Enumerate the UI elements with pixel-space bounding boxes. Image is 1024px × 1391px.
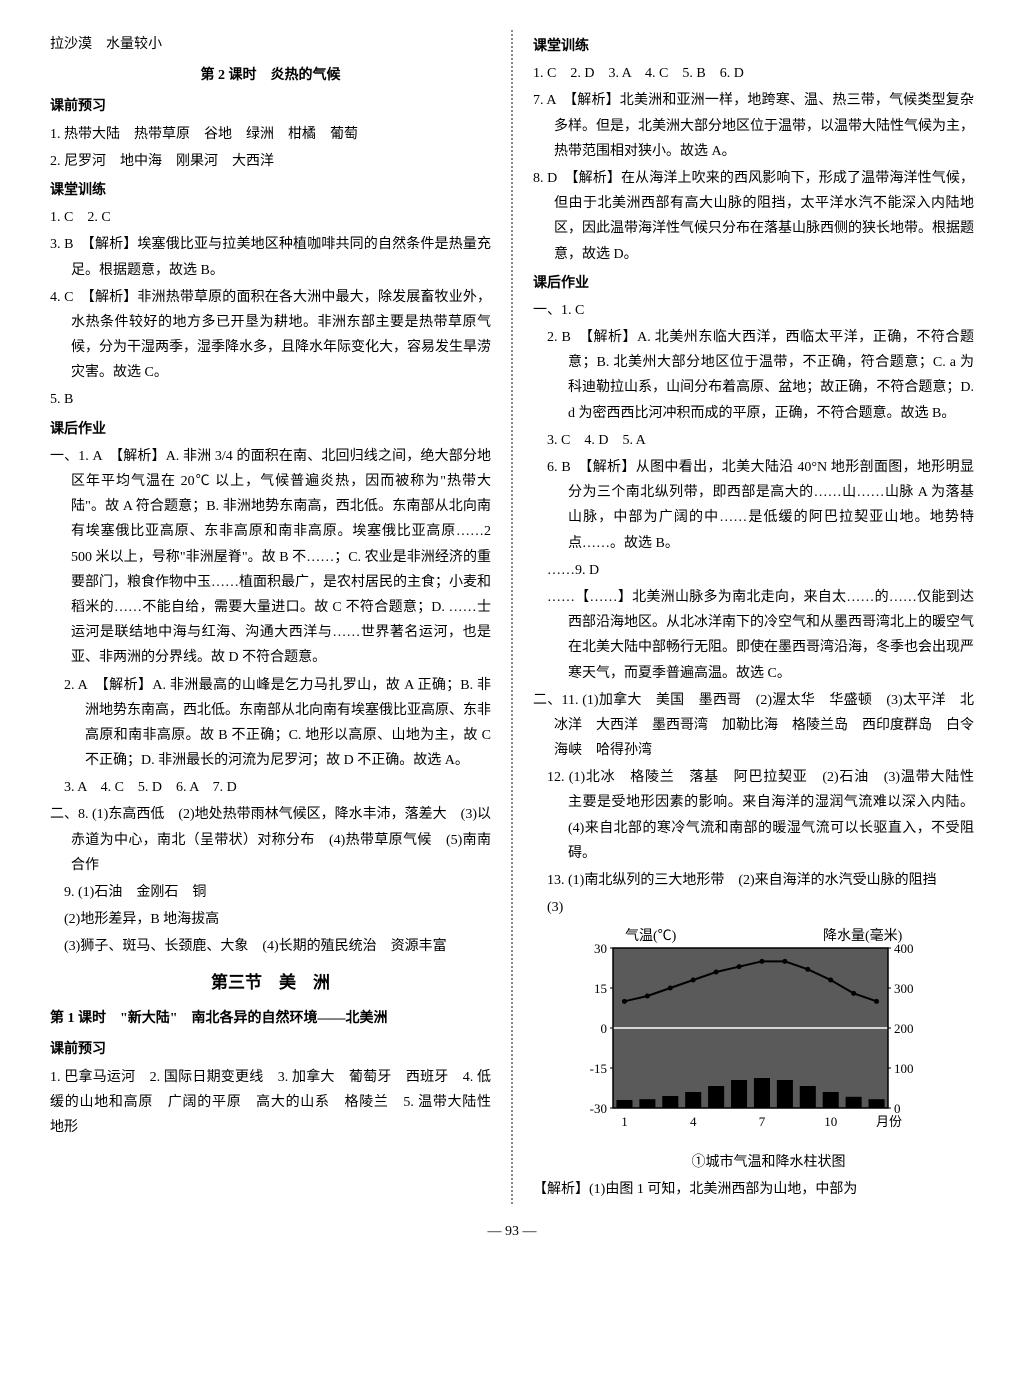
text-line: 拉沙漠 水量较小 bbox=[50, 32, 491, 57]
text-line: 二、8. (1)东高西低 (2)地处热带雨林气候区，降水丰沛，落差大 (3)以赤… bbox=[50, 802, 491, 878]
svg-text:4: 4 bbox=[690, 1114, 697, 1129]
text-line: 1. C 2. D 3. A 4. C 5. B 6. D bbox=[533, 61, 974, 86]
left-column: 拉沙漠 水量较小 第 2 课时 炎热的气候 课前预习 1. 热带大陆 热带草原 … bbox=[50, 30, 491, 1204]
text-line: (2)地形差异，B 地海拔高 bbox=[50, 907, 491, 932]
svg-text:300: 300 bbox=[894, 981, 914, 996]
text-line: (3)狮子、斑马、长颈鹿、大象 (4)长期的殖民统治 资源丰富 bbox=[50, 934, 491, 959]
svg-text:-30: -30 bbox=[590, 1101, 607, 1116]
svg-text:1: 1 bbox=[621, 1114, 628, 1129]
text-line: 2. B 【解析】A. 北美州东临大西洋，西临太平洋，正确，不符合题意；B. 北… bbox=[533, 325, 974, 426]
svg-text:200: 200 bbox=[894, 1021, 914, 1036]
text-line: 12. (1)北冰 格陵兰 落基 阿巴拉契亚 (2)石油 (3)温带大陆性 主要… bbox=[533, 765, 974, 866]
climate-chart: 30150-15-304003002001000气温(℃)降水量(毫米)1471… bbox=[533, 926, 974, 1174]
section-heading: 课后作业 bbox=[533, 271, 974, 296]
text-line: 二、11. (1)加拿大 美国 墨西哥 (2)渥太华 华盛顿 (3)太平洋 北冰… bbox=[533, 688, 974, 764]
text-line: 8. D 【解析】在从海洋上吹来的西风影响下，形成了温带海洋性气候，但由于北美洲… bbox=[533, 166, 974, 267]
text-line: ……【……】北美洲山脉多为南北走向，来自太……的……仅能到达西部沿海地区。从北冰… bbox=[533, 585, 974, 686]
page-number: — 93 — bbox=[50, 1219, 974, 1244]
text-line: 1. C 2. C bbox=[50, 205, 491, 230]
text-line: 3. B 【解析】埃塞俄比亚与拉美地区种植咖啡共同的自然条件是热量充足。根据题意… bbox=[50, 232, 491, 282]
text-line: 1. 巴拿马运河 2. 国际日期变更线 3. 加拿大 葡萄牙 西班牙 4. 低缓… bbox=[50, 1065, 491, 1141]
two-column-layout: 拉沙漠 水量较小 第 2 课时 炎热的气候 课前预习 1. 热带大陆 热带草原 … bbox=[50, 30, 974, 1204]
text-line: (3) bbox=[533, 895, 974, 920]
text-line: 1. 热带大陆 热带草原 谷地 绿洲 柑橘 葡萄 bbox=[50, 122, 491, 147]
svg-text:0: 0 bbox=[601, 1021, 608, 1036]
svg-text:-15: -15 bbox=[590, 1061, 607, 1076]
text-line: 9. (1)石油 金刚石 铜 bbox=[50, 880, 491, 905]
text-line: 7. A 【解析】北美洲和亚洲一样，地跨寒、温、热三带，气候类型复杂多样。但是，… bbox=[533, 88, 974, 164]
right-column: 课堂训练 1. C 2. D 3. A 4. C 5. B 6. D 7. A … bbox=[533, 30, 974, 1204]
svg-text:7: 7 bbox=[759, 1114, 766, 1129]
section-heading: 课堂训练 bbox=[533, 34, 974, 59]
text-line: 2. A 【解析】A. 非洲最高的山峰是乞力马扎罗山，故 A 正确；B. 非洲地… bbox=[50, 673, 491, 774]
section-heading: 课后作业 bbox=[50, 417, 491, 442]
text-line: 13. (1)南北纵列的三大地形带 (2)来自海洋的水汽受山脉的阻挡 bbox=[533, 868, 974, 893]
section-heading: 课前预习 bbox=[50, 1037, 491, 1062]
climate-chart-svg: 30150-15-304003002001000气温(℃)降水量(毫米)1471… bbox=[563, 926, 943, 1136]
text-line: 2. 尼罗河 地中海 刚果河 大西洋 bbox=[50, 149, 491, 174]
svg-text:降水量(毫米): 降水量(毫米) bbox=[823, 927, 903, 944]
column-divider bbox=[511, 30, 513, 1204]
svg-text:月份: 月份 bbox=[876, 1114, 902, 1129]
text-line: 3. C 4. D 5. A bbox=[533, 428, 974, 453]
svg-text:10: 10 bbox=[824, 1114, 837, 1129]
text-line: 一、1. C bbox=[533, 298, 974, 323]
svg-text:100: 100 bbox=[894, 1061, 914, 1076]
svg-text:15: 15 bbox=[594, 981, 607, 996]
text-line: 【解析】(1)由图 1 可知，北美洲西部为山地，中部为 bbox=[533, 1177, 974, 1202]
section-title: 第三节 美 洲 bbox=[50, 968, 491, 999]
chart-caption: ①城市气温和降水柱状图 bbox=[563, 1150, 974, 1175]
text-line: 3. A 4. C 5. D 6. A 7. D bbox=[50, 775, 491, 800]
text-line: ……9. D bbox=[533, 558, 974, 583]
text-line: 5. B bbox=[50, 387, 491, 412]
text-line: 4. C 【解析】非洲热带草原的面积在各大洲中最大，除发展畜牧业外，水热条件较好… bbox=[50, 285, 491, 386]
svg-text:气温(℃): 气温(℃) bbox=[625, 928, 677, 944]
section-heading: 课前预习 bbox=[50, 94, 491, 119]
svg-text:30: 30 bbox=[594, 941, 607, 956]
section-heading: 课堂训练 bbox=[50, 178, 491, 203]
lesson-title: 第 1 课时 "新大陆" 南北各异的自然环境——北美洲 bbox=[50, 1006, 491, 1031]
text-line: 一、1. A 【解析】A. 非洲 3/4 的面积在南、北回归线之间，绝大部分地区… bbox=[50, 444, 491, 671]
text-line: 6. B 【解析】从图中看出，北美大陆沿 40°N 地形剖面图，地形明显分为三个… bbox=[533, 455, 974, 556]
lesson-title: 第 2 课时 炎热的气候 bbox=[50, 63, 491, 88]
